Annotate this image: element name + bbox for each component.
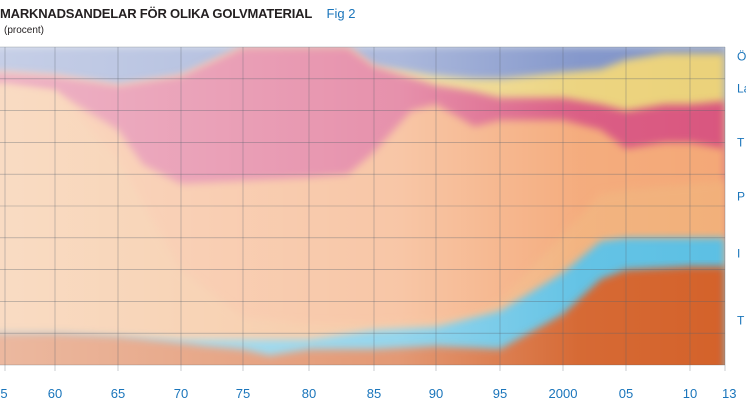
series-label: T [737,135,745,149]
series-label: P [737,189,745,203]
x-tick-label: 95 [493,386,507,401]
x-tick-label: 13 [722,386,736,401]
right-series-labels: Ö La T P I T [737,50,746,328]
x-tick-label: 60 [48,386,62,401]
x-tick-label: 70 [174,386,188,401]
x-tick-label: 75 [236,386,250,401]
chart-subtitle: (procent) [4,25,45,36]
x-tick-label: 05 [619,386,633,401]
chart-title: MARKNADSANDELAR FÖR OLIKA GOLVMATERIAL [0,6,313,21]
x-tick-label: 85 [367,386,381,401]
x-tick-label: 65 [111,386,125,401]
x-axis-ticks: 5 60 65 70 75 80 85 90 95 2000 05 10 13 [0,386,736,401]
series-label: I [737,247,740,261]
chart-title-row: MARKNADSANDELAR FÖR OLIKA GOLVMATERIAL F… [0,5,355,23]
x-tick-label: 80 [302,386,316,401]
x-tick-label: 10 [683,386,697,401]
x-tick-label: 2000 [549,386,578,401]
series-label: La [737,81,746,95]
series-label: T [737,313,745,327]
gridlines [0,46,726,371]
figure-label: Fig 2 [326,6,356,21]
x-tick-label: 90 [429,386,443,401]
series-label: Ö [737,50,746,64]
x-tick-label: 5 [0,386,7,401]
area-layers [0,47,725,365]
